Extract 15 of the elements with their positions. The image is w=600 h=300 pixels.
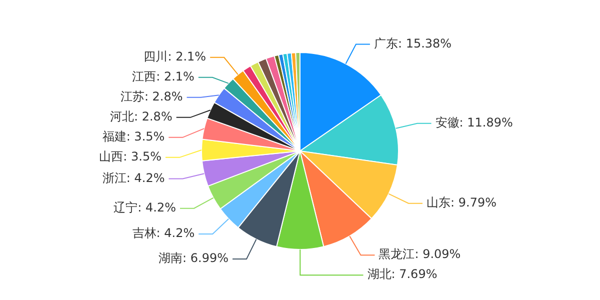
slice-label: 福建: 3.5% xyxy=(102,130,165,144)
slice-label: 湖北: 7.69% xyxy=(367,267,438,282)
slice-label: 山东: 9.79% xyxy=(426,195,497,210)
slice-label: 广东: 15.38% xyxy=(374,36,452,50)
slice-label: 吉林: 4.2% xyxy=(132,226,195,240)
slice-label: 山西: 3.5% xyxy=(99,150,162,164)
slice-label: 浙江: 4.2% xyxy=(102,170,165,185)
slice-label: 安徽: 11.89% xyxy=(435,116,513,130)
slice-label: 辽宁: 4.2% xyxy=(114,200,176,214)
slice-label: 河北: 2.8% xyxy=(110,110,172,124)
slice-label: 湖南: 6.99% xyxy=(158,251,229,266)
slice-label: 江西: 2.1% xyxy=(132,70,194,84)
slice-label: 黑龙江: 9.09% xyxy=(378,247,461,262)
slice-label: 江苏: 2.8% xyxy=(120,90,183,104)
slice-label: 四川: 2.1% xyxy=(144,50,206,64)
